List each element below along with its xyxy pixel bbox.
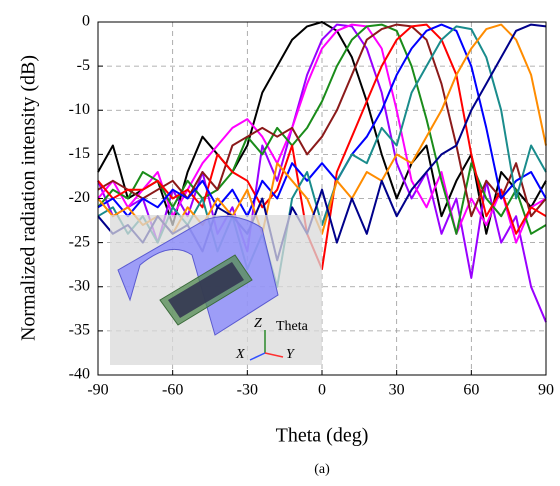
x-tick-label: -90: [87, 382, 108, 399]
y-tick-label: -25: [69, 233, 90, 250]
x-tick-label: 0: [318, 382, 326, 399]
y-tick-label: -35: [69, 322, 90, 339]
series-line: [97, 23, 547, 218]
series-line: [97, 23, 547, 218]
x-tick-label: 30: [389, 382, 405, 399]
inset-label: Theta: [276, 319, 309, 334]
y-tick-label: -15: [69, 145, 90, 162]
inset-cylinder: [117, 215, 279, 336]
y-tick-label: -20: [69, 189, 90, 206]
inset-label: Y: [286, 347, 296, 362]
x-tick-label: 60: [463, 382, 479, 399]
y-tick-label: -40: [69, 366, 90, 383]
y-tick-label: -30: [69, 277, 90, 294]
y-axis-label: Normalized radiation intensity (dB): [18, 55, 40, 341]
y-tick-label: -10: [69, 101, 90, 118]
antenna-inset: Z Theta X Y: [110, 215, 322, 365]
y-tick-label: 0: [82, 13, 90, 30]
x-tick-label: -60: [162, 382, 183, 399]
x-axis-label: Theta (deg): [276, 425, 369, 447]
axis-y: [264, 352, 284, 358]
x-tick-label: -30: [237, 382, 258, 399]
inset-label: Z: [254, 316, 262, 331]
x-tick-label: 90: [538, 382, 554, 399]
y-tick-label: -5: [77, 57, 90, 74]
caption: (a): [314, 462, 330, 477]
axis-x: [249, 352, 266, 361]
inset-array: [168, 262, 244, 318]
inset-label: X: [235, 347, 245, 362]
